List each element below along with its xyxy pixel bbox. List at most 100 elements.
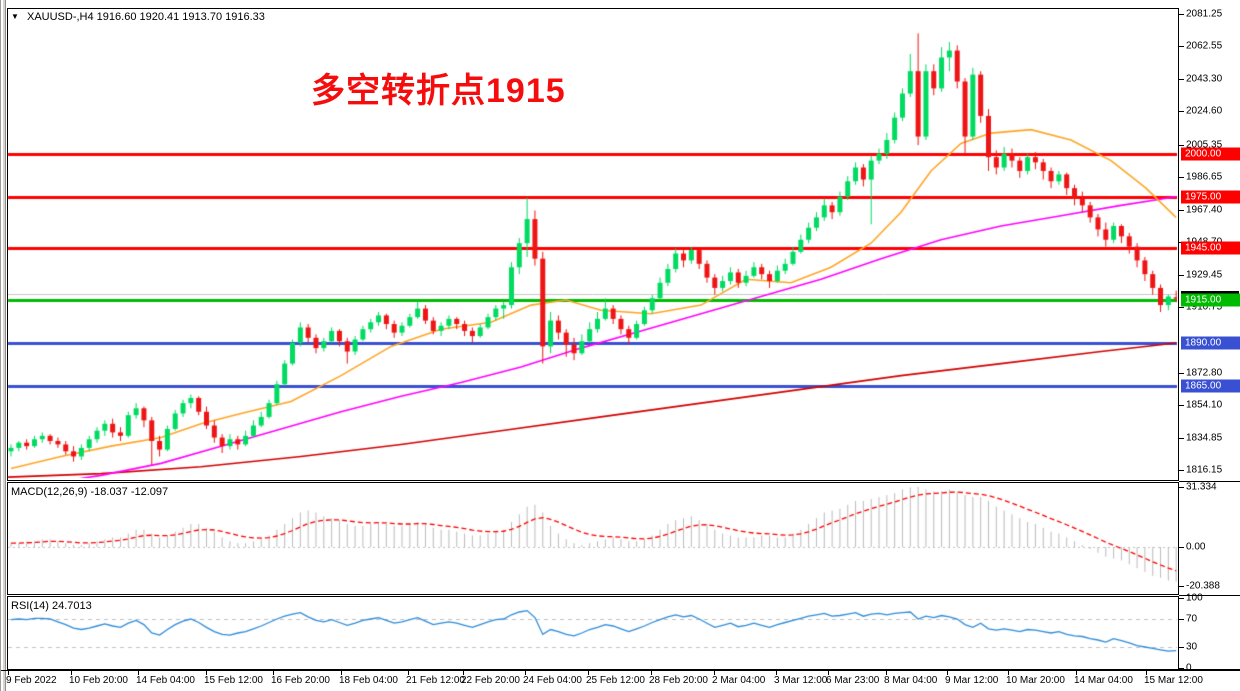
time-axis-tick xyxy=(588,671,589,675)
axis-separator xyxy=(1179,595,1240,596)
axis-tick xyxy=(1179,307,1184,308)
price-axis-label: 1834.85 xyxy=(1186,432,1223,444)
time-axis-label: 10 Feb 20:00 xyxy=(69,675,128,686)
axis-tick xyxy=(1179,145,1184,146)
time-axis-label: 8 Mar 04:00 xyxy=(884,675,938,686)
time-axis-tick xyxy=(714,671,715,675)
price-axis-label: 1986.65 xyxy=(1186,171,1223,183)
axis-tick xyxy=(1179,668,1184,669)
time-axis-tick xyxy=(776,671,777,675)
time-axis-label: 25 Feb 12:00 xyxy=(586,675,645,686)
time-axis-tick xyxy=(341,671,342,675)
axis-tick xyxy=(1179,111,1184,112)
axis-tick xyxy=(1179,438,1184,439)
price-level-tag: 1975.00 xyxy=(1181,190,1240,204)
time-axis-tick xyxy=(947,671,948,675)
axis-tick xyxy=(1179,79,1184,80)
price-axis-label: 1816.15 xyxy=(1186,464,1223,476)
axis-tick xyxy=(1179,46,1184,47)
axis-tick xyxy=(1179,586,1184,587)
axis-tick xyxy=(1179,598,1184,599)
symbol-title-row: ▼ XAUUSD-,H4 1916.60 1920.41 1913.70 191… xyxy=(11,11,265,23)
main-price-pane[interactable] xyxy=(7,8,1179,481)
price-axis-label: 1872.80 xyxy=(1186,367,1223,379)
axis-tick xyxy=(1179,275,1184,276)
time-axis-tick xyxy=(886,671,887,675)
time-axis-label: 14 Mar 04:00 xyxy=(1074,675,1133,686)
axis-tick xyxy=(1179,405,1184,406)
price-axis-label: 1967.40 xyxy=(1186,204,1223,216)
rsi-label-row: RSI(14) 24.7013 xyxy=(11,600,92,612)
time-axis-tick xyxy=(273,671,274,675)
time-axis-label: 16 Feb 20:00 xyxy=(271,675,330,686)
price-level-tag: 1915.00 xyxy=(1181,293,1240,307)
price-axis-label: 2043.30 xyxy=(1186,73,1223,85)
price-axis-label: 1854.10 xyxy=(1186,399,1223,411)
price-axis-label: 31.334 xyxy=(1186,481,1217,493)
time-axis-tick xyxy=(525,671,526,675)
price-level-tag: 1865.00 xyxy=(1181,379,1240,393)
macd-label-row: MACD(12,26,9) -18.037 -12.097 xyxy=(11,486,168,498)
time-axis-label: 22 Feb 20:00 xyxy=(461,675,520,686)
axis-separator xyxy=(1179,669,1240,670)
axis-tick xyxy=(1179,547,1184,548)
ohlc-readout: 1916.60 1920.41 1913.70 1916.33 xyxy=(96,11,265,23)
price-axis-label: 1910.75 xyxy=(1186,301,1223,313)
price-level-tag: 1890.00 xyxy=(1181,336,1240,350)
time-axis-tick xyxy=(828,671,829,675)
axis-tick xyxy=(1179,619,1184,620)
time-axis-tick xyxy=(206,671,207,675)
price-axis-label: 2062.55 xyxy=(1186,40,1223,52)
price-level-tag: 2000.00 xyxy=(1181,147,1240,161)
price-axis-label: 70 xyxy=(1186,613,1198,625)
axis-tick xyxy=(1179,14,1184,15)
time-axis-tick xyxy=(138,671,139,675)
symbol-dropdown-icon[interactable]: ▼ xyxy=(11,12,19,21)
time-axis-label: 6 Mar 23:00 xyxy=(826,675,880,686)
symbol-period-label: XAUUSD-,H4 xyxy=(26,11,94,23)
time-axis-label: 9 Feb 2022 xyxy=(6,675,57,686)
price-axis-label: -20.388 xyxy=(1186,580,1220,592)
time-axis-tick xyxy=(651,671,652,675)
time-axis-tick xyxy=(1076,671,1077,675)
rsi-pane[interactable] xyxy=(7,596,1179,670)
time-axis-border xyxy=(1,670,1240,671)
axis-separator xyxy=(1179,481,1240,482)
macd-label: MACD(12,26,9) xyxy=(11,486,88,498)
time-axis-label: 15 Mar 12:00 xyxy=(1144,675,1203,686)
price-axis-label: 2024.60 xyxy=(1186,105,1223,117)
time-axis-label: 14 Feb 04:00 xyxy=(136,675,195,686)
time-axis-tick xyxy=(1146,671,1147,675)
time-axis-tick xyxy=(408,671,409,675)
time-axis-label: 10 Mar 20:00 xyxy=(1006,675,1065,686)
price-level-tag: 1945.00 xyxy=(1181,241,1240,255)
axis-tick xyxy=(1179,647,1184,648)
time-axis-tick xyxy=(1008,671,1009,675)
axis-tick xyxy=(1179,470,1184,471)
price-axis-label: 2081.25 xyxy=(1186,8,1223,20)
axis-tick xyxy=(1179,210,1184,211)
time-axis-tick xyxy=(71,671,72,675)
time-axis-label: 15 Feb 12:00 xyxy=(204,675,263,686)
price-axis-label: 1929.45 xyxy=(1186,269,1223,281)
price-axis-label: 0.00 xyxy=(1186,541,1206,553)
rsi-label: RSI(14) xyxy=(11,600,49,612)
price-axis-label: 30 xyxy=(1186,641,1198,653)
macd-values: -18.037 -12.097 xyxy=(90,486,169,498)
axis-tick xyxy=(1179,177,1184,178)
rsi-value: 24.7013 xyxy=(51,600,92,612)
time-axis-tick xyxy=(463,671,464,675)
axis-tick xyxy=(1179,487,1184,488)
axis-tick xyxy=(1179,373,1184,374)
annotation-text[interactable]: 多空转折点1915 xyxy=(311,72,566,110)
price-axis-label: 0 xyxy=(1186,662,1192,674)
time-axis-label: 9 Mar 12:00 xyxy=(945,675,999,686)
time-axis-label: 2 Mar 04:00 xyxy=(712,675,766,686)
time-axis-label: 21 Feb 12:00 xyxy=(406,675,465,686)
macd-pane[interactable] xyxy=(7,482,1179,595)
price-axis-label: 100 xyxy=(1186,592,1203,604)
time-axis-tick xyxy=(8,671,9,675)
price-axis-label: 2005.35 xyxy=(1186,139,1223,151)
time-axis-label: 28 Feb 20:00 xyxy=(649,675,708,686)
